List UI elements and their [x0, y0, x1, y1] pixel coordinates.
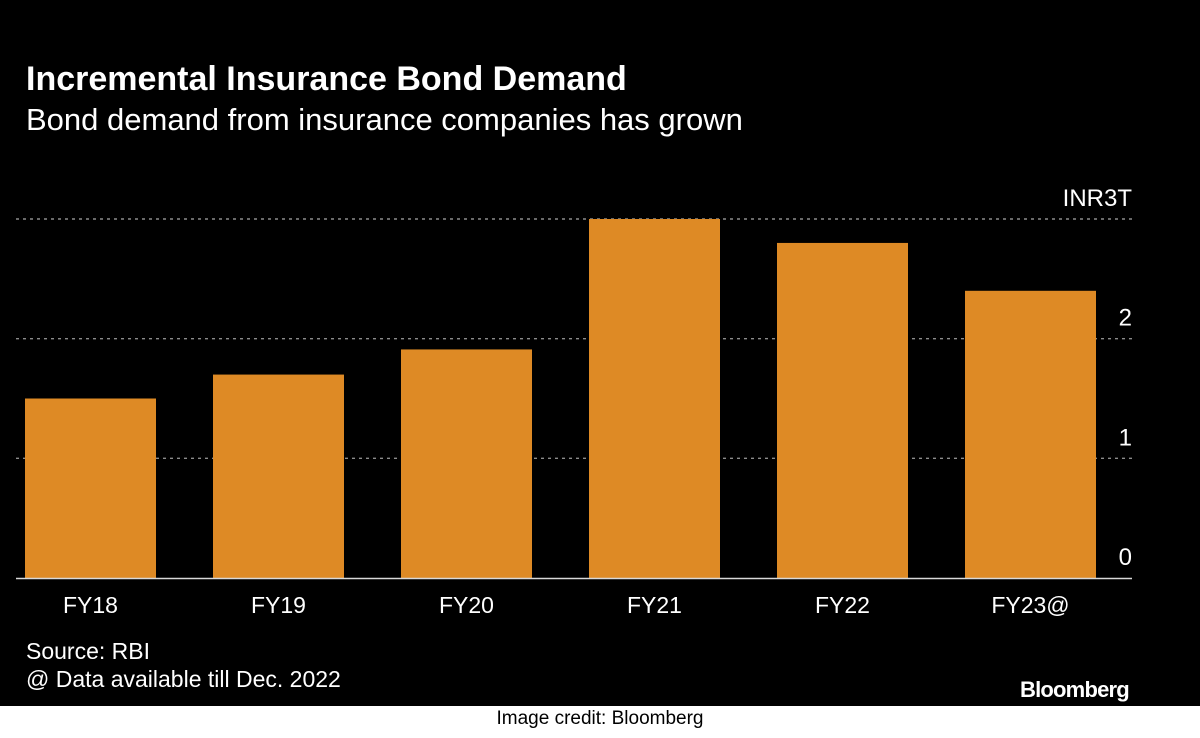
bar-fy20 — [401, 349, 532, 578]
x-tick-labels: FY18 FY19 FY20 FY21 FY22 FY23@ — [63, 592, 1070, 618]
x-tick-label: FY23@ — [991, 592, 1069, 618]
x-tick-label: FY20 — [439, 592, 494, 618]
y-tick-label: 2 — [1119, 305, 1132, 332]
bar-fy22 — [777, 242, 908, 578]
bar-fy18 — [25, 398, 156, 578]
y-tick-labels: 0 1 2 INR3T — [1063, 185, 1133, 571]
x-tick-label: FY18 — [63, 592, 118, 618]
y-tick-label: 1 — [1119, 424, 1132, 451]
bar-fy21 — [589, 219, 720, 578]
x-tick-label: FY22 — [815, 592, 870, 618]
bar-chart: 0 1 2 INR3T FY18 FY19 FY20 FY21 FY22 FY23@ — [16, 185, 1133, 618]
chart-subtitle: Bond demand from insurance companies has… — [26, 102, 743, 137]
x-tick-label: FY21 — [627, 592, 682, 618]
bar-fy23 — [965, 290, 1096, 578]
bar-fy19 — [213, 374, 344, 578]
chart-title: Incremental Insurance Bond Demand — [26, 60, 627, 98]
source-note: Source: RBI — [26, 638, 150, 664]
bars — [25, 219, 1096, 578]
x-tick-label: FY19 — [251, 592, 306, 618]
gridlines — [16, 218, 1132, 460]
y-tick-label: INR3T — [1063, 185, 1133, 212]
data-availability-note: @ Data available till Dec. 2022 — [26, 666, 341, 692]
chart-card: Incremental Insurance Bond Demand Bond d… — [0, 0, 1200, 706]
bloomberg-logo: Bloomberg — [1020, 677, 1130, 702]
y-tick-label: 0 — [1119, 544, 1132, 571]
image-credit: Image credit: Bloomberg — [496, 708, 704, 729]
